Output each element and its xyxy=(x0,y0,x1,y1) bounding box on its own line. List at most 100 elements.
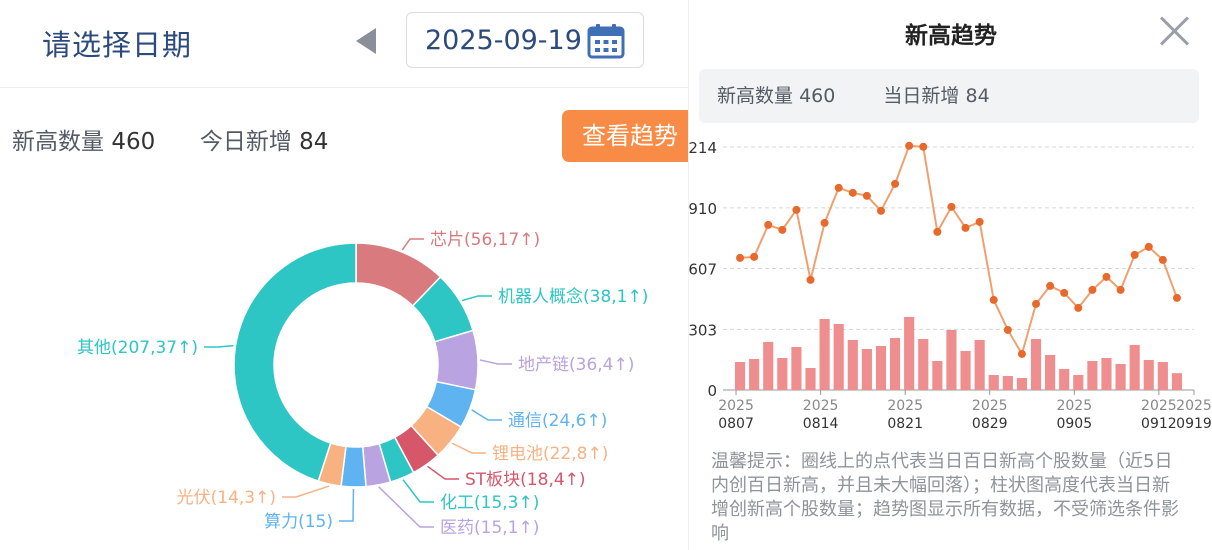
close-icon[interactable] xyxy=(1158,14,1190,46)
new-high-bar[interactable] xyxy=(1016,377,1027,390)
new-high-point[interactable] xyxy=(862,191,871,200)
new-high-bar[interactable] xyxy=(805,367,816,390)
new-high-bar[interactable] xyxy=(819,318,830,390)
new-high-bar[interactable] xyxy=(777,357,788,390)
new-high-point[interactable] xyxy=(891,179,900,188)
new-high-bar[interactable] xyxy=(1073,374,1084,390)
new-high-bar[interactable] xyxy=(890,337,901,390)
new-high-bar[interactable] xyxy=(1143,359,1154,390)
new-high-point[interactable] xyxy=(1116,285,1125,294)
new-high-point[interactable] xyxy=(1032,299,1041,308)
new-high-bar[interactable] xyxy=(918,338,929,390)
new-high-bar[interactable] xyxy=(861,348,872,390)
x-tick-date: 0905 xyxy=(1056,416,1092,432)
tip-text: 温馨提示：圈线上的点代表当日百日新高个股数量（近5日内创百日新高，并且未大幅回落… xyxy=(711,451,1179,544)
new-high-bar[interactable] xyxy=(734,361,746,390)
new-high-bar[interactable] xyxy=(1129,344,1140,390)
new-high-bar[interactable] xyxy=(1115,363,1126,390)
new-high-bar[interactable] xyxy=(974,339,985,390)
donut-label: 光伏(14,3↑) xyxy=(177,488,276,508)
new-high-point[interactable] xyxy=(1130,250,1139,259)
view-trend-button[interactable]: 查看趋势 xyxy=(562,110,700,162)
new-high-point[interactable] xyxy=(806,275,815,284)
donut-label: 通信(24,6↑) xyxy=(508,411,607,431)
x-tick-date: 0807 xyxy=(718,416,754,432)
new-high-bar[interactable] xyxy=(988,374,999,390)
new-high-point[interactable] xyxy=(1046,281,1055,290)
sector-donut-chart: 芯片(56,17↑) 机器人概念(38,1↑) 地产链(36,4↑) 通信(24,6↑… xyxy=(77,230,648,538)
donut-leader-line xyxy=(451,442,486,454)
x-tick-year: 2025 xyxy=(972,398,1008,414)
donut-leader-line xyxy=(339,488,355,522)
new-high-point[interactable] xyxy=(778,225,787,234)
new-high-point[interactable] xyxy=(750,252,759,261)
new-high-point[interactable] xyxy=(764,220,773,229)
y-tick-label: 1214 xyxy=(689,139,717,157)
new-high-point[interactable] xyxy=(820,218,829,227)
date-input[interactable]: 2025-09-19 xyxy=(406,12,644,68)
new-high-bar[interactable] xyxy=(960,350,971,390)
new-high-point[interactable] xyxy=(1172,293,1181,302)
new-high-point[interactable] xyxy=(1060,288,1069,297)
new-high-point[interactable] xyxy=(834,183,843,192)
x-tick-year: 2025 xyxy=(1056,398,1092,414)
new-high-point[interactable] xyxy=(876,206,885,215)
new-high-point[interactable] xyxy=(1088,285,1097,294)
new-high-bar[interactable] xyxy=(875,345,887,390)
new-high-bar[interactable] xyxy=(1059,368,1070,390)
modal-count-label: 新高数量 xyxy=(717,85,794,107)
new-high-bar[interactable] xyxy=(847,339,858,390)
new-high-bar[interactable] xyxy=(932,360,943,390)
new-high-point[interactable] xyxy=(933,227,942,236)
new-high-bar[interactable] xyxy=(1087,360,1098,390)
new-high-point[interactable] xyxy=(905,141,914,150)
donut-leader-line xyxy=(461,295,492,302)
new-high-bar[interactable] xyxy=(749,358,760,390)
y-tick-label: 607 xyxy=(689,261,717,279)
x-tick-year: 2025 xyxy=(1176,398,1212,414)
stats-summary: 新高数量 460 今日新增 84 xyxy=(12,122,328,156)
new-high-bar[interactable] xyxy=(1045,354,1056,390)
new-high-point[interactable] xyxy=(1003,325,1012,334)
new-high-bar[interactable] xyxy=(1030,338,1042,390)
new-high-point[interactable] xyxy=(1158,255,1167,264)
donut-label: 地产链(36,4↑) xyxy=(518,355,634,375)
new-high-point[interactable] xyxy=(1144,242,1153,251)
today-new-value: 84 xyxy=(299,129,329,155)
y-tick-label: 910 xyxy=(689,200,717,218)
new-high-bar[interactable] xyxy=(791,346,802,390)
x-tick-date: 0814 xyxy=(803,416,839,432)
modal-new-label: 当日新增 xyxy=(883,85,960,107)
previous-date-arrow-icon[interactable] xyxy=(356,28,376,54)
new-high-point[interactable] xyxy=(736,253,745,262)
new-high-bar[interactable] xyxy=(833,323,844,390)
new-high-bar[interactable] xyxy=(763,341,774,390)
y-tick-label: 0 xyxy=(707,382,717,400)
new-high-bar[interactable] xyxy=(1171,373,1183,390)
new-high-bar[interactable] xyxy=(1101,357,1112,390)
new-high-point[interactable] xyxy=(919,142,928,151)
calendar-icon[interactable] xyxy=(587,23,625,59)
new-high-bar[interactable] xyxy=(1157,361,1168,390)
donut-label: 其他(207,37↑) xyxy=(77,338,198,358)
y-tick-label: 303 xyxy=(689,321,717,339)
new-high-point[interactable] xyxy=(961,223,970,232)
donut-label: 算力(15) xyxy=(264,512,333,532)
new-high-point[interactable] xyxy=(947,202,956,211)
new-high-point[interactable] xyxy=(1017,349,1026,358)
new-high-point[interactable] xyxy=(989,295,998,304)
new-high-point[interactable] xyxy=(1102,272,1111,281)
new-high-bar[interactable] xyxy=(1002,375,1013,390)
new-high-point[interactable] xyxy=(848,188,857,197)
new-high-bar[interactable] xyxy=(946,329,957,390)
new-high-point[interactable] xyxy=(975,217,984,226)
new-high-point[interactable] xyxy=(1074,303,1083,312)
x-tick-date: 0919 xyxy=(1176,416,1212,432)
new-high-point[interactable] xyxy=(792,205,801,214)
donut-label: 锂电池(22,8↑) xyxy=(492,444,608,464)
overview-panel: 请选择日期 2025-09-19 新高数量 460 今日新增 84 查 xyxy=(0,12,700,538)
donut-slice-2[interactable] xyxy=(433,329,479,391)
new-high-bar[interactable] xyxy=(904,316,915,390)
donut-slice-10[interactable] xyxy=(233,242,357,482)
